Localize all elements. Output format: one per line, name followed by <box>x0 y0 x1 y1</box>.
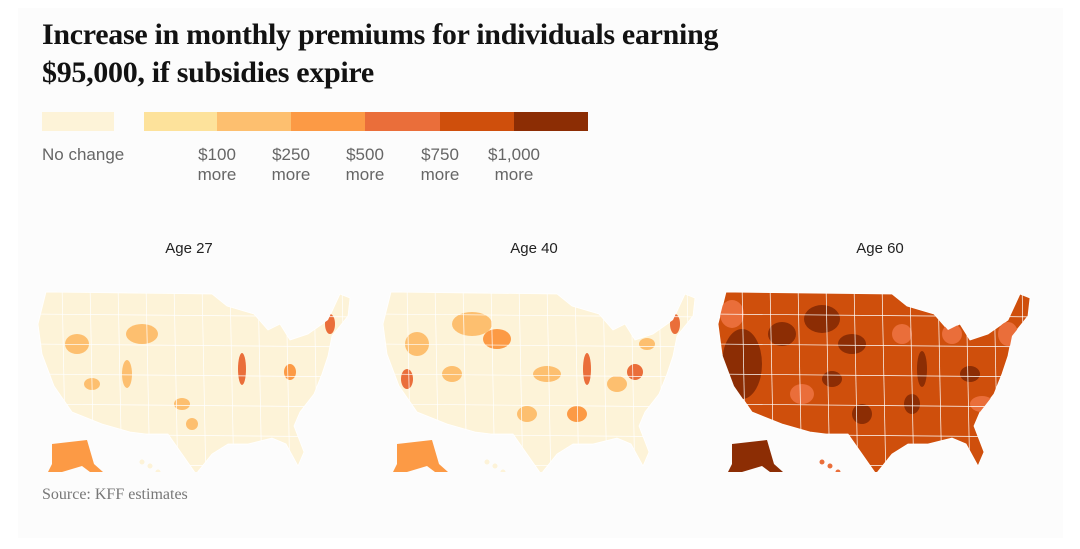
legend-swatch-no-change <box>42 112 114 131</box>
hawaii-island <box>139 459 145 465</box>
legend-swatch-0 <box>144 112 217 131</box>
legend-threshold-label: $750 more <box>400 145 480 185</box>
map-title-age-40: Age 40 <box>510 240 558 257</box>
region-fill <box>607 376 627 392</box>
region-fill <box>790 384 814 404</box>
region-fill <box>822 371 842 387</box>
map-age-40 <box>382 291 696 472</box>
legend-threshold-label: $100 more <box>177 145 257 185</box>
region-fill <box>65 334 89 354</box>
region-fill <box>942 324 962 344</box>
legend-swatch-3 <box>365 112 440 131</box>
region-fill <box>639 338 655 350</box>
legend-threshold-label: $250 more <box>251 145 331 185</box>
region-fill <box>892 324 912 344</box>
threshold-suffix: more <box>197 165 237 184</box>
region-fill <box>960 366 980 382</box>
region-fill <box>722 329 762 399</box>
source-note: Source: KFF estimates <box>42 486 188 503</box>
region-fill <box>768 322 796 346</box>
chart-title: Increase in monthly premiums for individ… <box>42 18 719 89</box>
state-border <box>383 373 695 378</box>
alaska-shape <box>728 440 783 472</box>
contiguous-us-shape <box>382 291 696 472</box>
map-age-60 <box>717 291 1031 472</box>
alaska-shape <box>48 440 103 472</box>
map-age-27 <box>37 291 351 472</box>
region-fill <box>238 353 246 385</box>
region-fill <box>452 312 492 336</box>
threshold-amount: $500 <box>346 145 384 164</box>
hawaii-island <box>819 459 825 465</box>
state-border <box>38 343 350 348</box>
threshold-suffix: more <box>420 165 460 184</box>
state-border <box>383 343 695 348</box>
legend-threshold-label: $500 more <box>325 145 405 185</box>
threshold-suffix: more <box>494 165 534 184</box>
legend-swatch-2 <box>291 112 365 131</box>
region-fill <box>122 360 132 388</box>
legend-swatch-4 <box>440 112 514 131</box>
region-fill <box>533 366 561 382</box>
state-border <box>201 292 207 472</box>
region-fill <box>174 398 190 410</box>
hawaii-island <box>500 469 506 472</box>
state-border <box>718 373 1030 378</box>
threshold-suffix: more <box>345 165 385 184</box>
contiguous-us-shape <box>37 291 351 472</box>
state-border <box>546 292 552 472</box>
map-title-age-60: Age 60 <box>856 240 904 257</box>
legend-threshold-label: $1,000 more <box>474 145 554 185</box>
region-fill <box>517 406 537 422</box>
region-fill <box>186 418 198 430</box>
legend-swatch-1 <box>217 112 291 131</box>
hawaii-island <box>147 463 153 469</box>
region-fill <box>998 322 1018 346</box>
region-fill <box>852 404 872 424</box>
state-border <box>718 343 1030 348</box>
region-fill <box>401 369 413 389</box>
hawaii-island <box>492 463 498 469</box>
threshold-amount: $250 <box>272 145 310 164</box>
hawaii-island <box>827 463 833 469</box>
region-fill <box>405 332 429 356</box>
region-fill <box>442 366 462 382</box>
region-fill <box>583 353 591 385</box>
alaska-shape <box>393 440 448 472</box>
region-fill <box>904 394 920 414</box>
state-border <box>881 292 887 472</box>
legend-label-no-change: No change <box>42 145 125 164</box>
region-fill <box>627 364 643 380</box>
legend-swatch-5 <box>514 112 588 131</box>
hawaii-island <box>155 469 161 472</box>
hawaii-island <box>835 469 841 472</box>
threshold-amount: $100 <box>198 145 236 164</box>
state-border <box>38 373 350 378</box>
region-fill <box>126 324 158 344</box>
region-fill <box>483 329 511 349</box>
threshold-amount: $750 <box>421 145 459 164</box>
region-fill <box>284 364 296 380</box>
hawaii-island <box>484 459 490 465</box>
region-fill <box>804 305 840 333</box>
threshold-suffix: more <box>271 165 311 184</box>
threshold-amount: $1,000 <box>488 145 540 164</box>
region-fill <box>917 351 927 387</box>
region-fill <box>838 334 866 354</box>
map-title-age-27: Age 27 <box>165 240 213 257</box>
region-fill <box>567 406 587 422</box>
